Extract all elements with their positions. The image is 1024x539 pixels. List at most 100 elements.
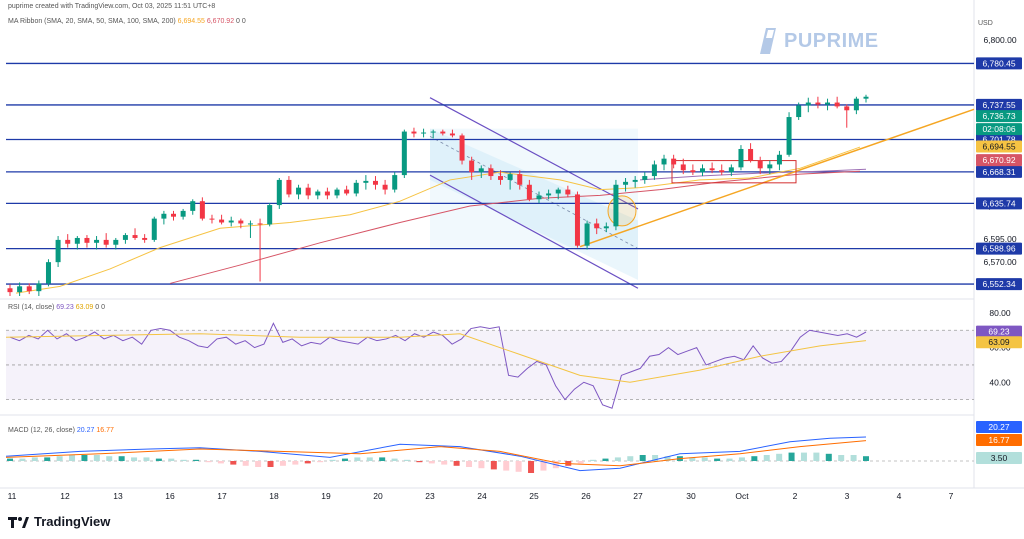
candle-body bbox=[238, 220, 244, 224]
indicator-price-badge-bg bbox=[976, 110, 1022, 123]
candle-body bbox=[507, 174, 513, 180]
macd-histogram-bar bbox=[428, 461, 435, 464]
macd-histogram-bar bbox=[850, 455, 857, 461]
macd-histogram-bar bbox=[19, 458, 26, 461]
puprime-logo-icon bbox=[758, 26, 778, 56]
candle-body bbox=[344, 189, 350, 194]
macd-histogram-bar bbox=[56, 456, 63, 461]
macd-histogram-bar bbox=[726, 458, 733, 461]
candle-body bbox=[334, 189, 340, 196]
candle-body bbox=[469, 160, 475, 173]
candle-body bbox=[786, 117, 792, 155]
macd-histogram-bar bbox=[515, 461, 522, 472]
candle-body bbox=[699, 168, 705, 173]
candle-body bbox=[103, 239, 109, 245]
indicator-price-badge: 6,694.55 bbox=[982, 142, 1015, 152]
candle-body bbox=[353, 182, 359, 194]
candle-body bbox=[36, 283, 42, 292]
level-price-badge: 6,552.34 bbox=[982, 279, 1015, 289]
candle-body bbox=[853, 98, 859, 111]
consolidation-box bbox=[671, 160, 797, 184]
macd-histogram-bar bbox=[738, 457, 745, 461]
macd-histogram-bar bbox=[255, 461, 262, 467]
candle-body bbox=[113, 239, 119, 245]
candle-body bbox=[661, 158, 667, 165]
candle-body bbox=[190, 201, 196, 211]
candle-body bbox=[632, 179, 638, 182]
x-tick-label: 12 bbox=[60, 491, 70, 501]
macd-histogram-bar bbox=[31, 457, 38, 461]
macd-histogram-bar bbox=[577, 461, 584, 464]
candle-body bbox=[546, 193, 552, 196]
candle-body bbox=[132, 235, 138, 238]
macd-histogram-bar bbox=[763, 455, 770, 461]
breakout-circle-marker bbox=[607, 195, 637, 227]
macd-badge-bg bbox=[976, 434, 1022, 446]
macd-histogram-bar bbox=[441, 461, 448, 465]
candle-body bbox=[151, 218, 157, 240]
macd-histogram-bar bbox=[416, 461, 423, 463]
level-price-badge: 6,635.74 bbox=[982, 198, 1015, 208]
macd-histogram-bar bbox=[143, 457, 150, 461]
macd-label: MACD (12, 26, close) bbox=[8, 427, 75, 434]
candle-body bbox=[738, 148, 744, 168]
candle-body bbox=[748, 148, 754, 161]
x-tick-label: 11 bbox=[8, 491, 17, 501]
rsi-legend[interactable]: RSI (14, close) 69.23 63.09 0 0 bbox=[8, 304, 105, 311]
rsi-line bbox=[9, 322, 867, 409]
macd-histogram-bar bbox=[813, 452, 820, 461]
macd-histogram-bar bbox=[639, 455, 646, 461]
x-tick-label: 26 bbox=[581, 491, 591, 501]
candle-body bbox=[363, 180, 369, 183]
macd-histogram-bar bbox=[180, 459, 187, 461]
tradingview-brand[interactable]: TradingView bbox=[8, 514, 110, 529]
candle-body bbox=[690, 170, 696, 173]
x-tick-label: 23 bbox=[425, 491, 435, 501]
macd-histogram-bar bbox=[652, 455, 659, 461]
x-tick-label: 18 bbox=[269, 491, 279, 501]
macd-legend[interactable]: MACD (12, 26, close) 20.27 16.77 bbox=[8, 427, 114, 434]
ma-ribbon-legend[interactable]: MA Ribbon (SMA, 20, SMA, 50, SMA, 100, S… bbox=[8, 18, 246, 25]
rsi-badge-bg bbox=[976, 325, 1022, 338]
level-price-badge-bg bbox=[976, 98, 1022, 111]
candle-body bbox=[122, 235, 128, 240]
macd-histogram-bar bbox=[528, 461, 535, 473]
candle-body bbox=[296, 187, 302, 195]
candle-body bbox=[199, 201, 205, 219]
macd-histogram-bar bbox=[329, 459, 336, 461]
candle-body bbox=[478, 168, 484, 173]
macd-histogram-bar bbox=[664, 456, 671, 461]
x-tick-label: 4 bbox=[897, 491, 902, 501]
price-y-tick-label: 6,570.00 bbox=[983, 257, 1016, 267]
candle-body bbox=[421, 132, 427, 134]
candle-body bbox=[372, 180, 378, 185]
x-tick-label: 24 bbox=[477, 491, 487, 501]
macd-histogram-bar bbox=[838, 455, 845, 461]
macd-histogram-bar bbox=[7, 458, 13, 461]
macd-histogram-bar bbox=[714, 458, 721, 461]
level-price-badge: 6,701.78 bbox=[982, 135, 1015, 145]
candle-body bbox=[757, 160, 763, 169]
level-price-badge: 6,668.31 bbox=[982, 167, 1015, 177]
candle-body bbox=[401, 131, 407, 176]
candle-body bbox=[719, 170, 725, 173]
macd-histogram-bar bbox=[453, 461, 460, 466]
macd-histogram-bar bbox=[341, 458, 348, 461]
macd-badge: 16.77 bbox=[988, 435, 1010, 445]
macd-histogram-bar bbox=[614, 457, 621, 461]
x-tick-label: 16 bbox=[165, 491, 175, 501]
indicator-price-badge-bg bbox=[976, 123, 1022, 136]
candle-body bbox=[651, 164, 657, 177]
rsi-y-tick-label: 80.00 bbox=[989, 308, 1011, 318]
level-price-badge: 6,588.96 bbox=[982, 244, 1015, 254]
macd-histogram-bar bbox=[317, 461, 324, 463]
rsi-readout-1: 69.23 bbox=[56, 304, 74, 311]
candle-body bbox=[825, 102, 831, 105]
x-tick-label: 17 bbox=[217, 491, 227, 501]
macd-histogram-bar bbox=[69, 455, 76, 461]
macd-histogram-bar bbox=[106, 456, 113, 461]
macd-histogram-bar bbox=[168, 458, 175, 461]
candle-body bbox=[671, 158, 677, 165]
candle-body bbox=[430, 131, 436, 133]
level-price-badge-bg bbox=[976, 278, 1022, 291]
